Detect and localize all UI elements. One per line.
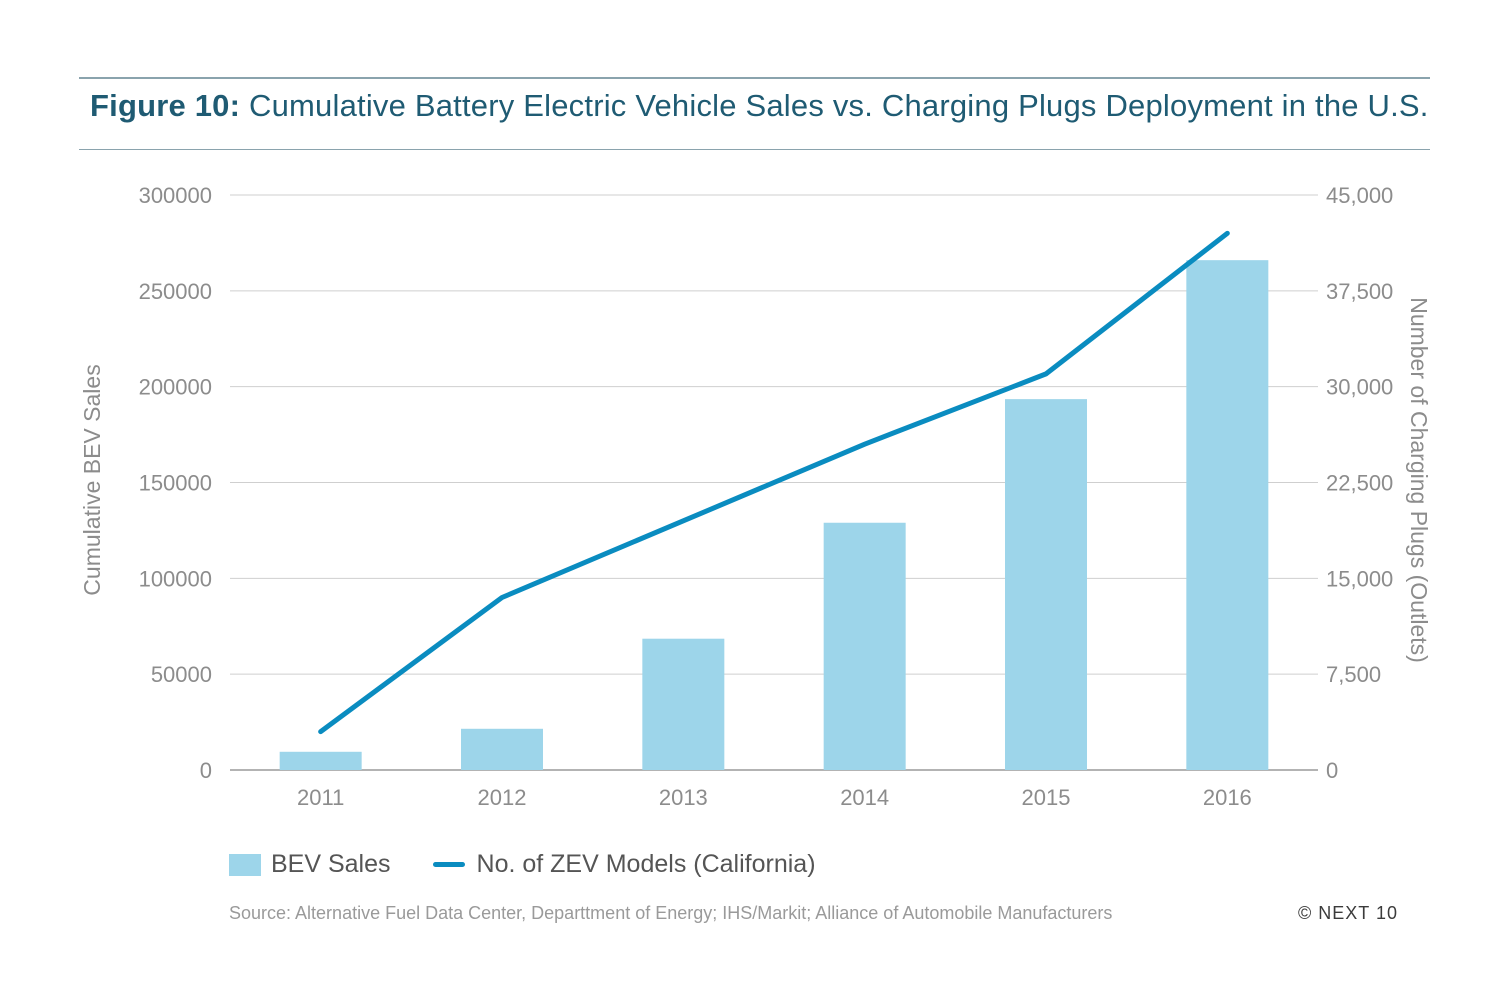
bar-2016 [1186, 260, 1269, 770]
left-tick-label: 0 [200, 758, 212, 783]
right-tick-label: 0 [1326, 758, 1338, 783]
x-tick-label: 2015 [1022, 785, 1071, 810]
figure-title: Figure 10: Cumulative Battery Electric V… [90, 88, 1429, 124]
title-bottom-rule [79, 149, 1430, 150]
top-rule [79, 77, 1430, 79]
copyright: © NEXT 10 [1298, 903, 1398, 923]
right-tick-label: 45,000 [1326, 183, 1393, 208]
figure-label: Figure 10: [90, 88, 241, 123]
left-tick-label: 100000 [139, 566, 212, 591]
bar-2015 [1005, 399, 1087, 770]
x-tick-label: 2011 [297, 785, 344, 810]
bar-2012 [461, 728, 543, 770]
legend-bar-label: BEV Sales [271, 850, 391, 878]
bar-2014 [823, 522, 906, 770]
legend-line-label: No. of ZEV Models (California) [476, 850, 816, 878]
right-tick-label: 30,000 [1326, 375, 1393, 400]
left-tick-label: 50000 [151, 662, 212, 687]
left-tick-label: 150000 [139, 471, 212, 496]
figure-title-text: Cumulative Battery Electric Vehicle Sale… [248, 88, 1429, 123]
left-tick-label: 300000 [139, 183, 212, 208]
x-tick-label: 2013 [659, 785, 708, 810]
right-axis-ticks: 0 7,500 15,000 22,500 30,000 37,500 45,000 [1326, 183, 1393, 783]
legend-bar-swatch [229, 853, 261, 876]
x-tick-label: 2016 [1203, 785, 1252, 810]
source-note: Source: Alternative Fuel Data Center, De… [229, 903, 1113, 923]
legend: BEV Sales No. of ZEV Models (California) [229, 850, 816, 879]
right-tick-label: 15,000 [1326, 566, 1393, 591]
bar-series [279, 260, 1269, 770]
left-axis-ticks: 0 50000 100000 150000 200000 250000 300000 [139, 183, 212, 783]
x-tick-label: 2012 [478, 785, 527, 810]
line-series [318, 230, 1230, 735]
left-axis-title: Cumulative BEV Sales [79, 364, 105, 595]
x-axis-ticks: 2011 2012 2013 2014 2015 2016 [297, 785, 1252, 810]
legend-line-swatch [432, 862, 465, 867]
right-tick-label: 22,500 [1326, 471, 1393, 496]
bar-2011 [279, 751, 362, 770]
zev-models-line [318, 230, 1230, 735]
right-tick-label: 37,500 [1326, 279, 1393, 304]
x-tick-label: 2014 [840, 785, 889, 810]
left-tick-label: 250000 [139, 279, 212, 304]
right-tick-label: 7,500 [1326, 662, 1381, 687]
bar-2013 [642, 638, 725, 770]
left-tick-label: 200000 [139, 375, 212, 400]
right-axis-title: Number of Charging Plugs (Outlets) [1406, 297, 1432, 663]
